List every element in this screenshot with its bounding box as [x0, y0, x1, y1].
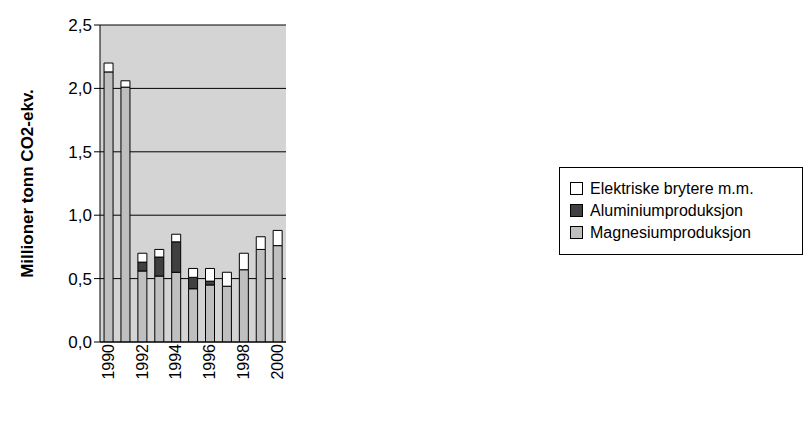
html-text:Magnesiumproduksjon: Magnesiumproduksjon: [590, 223, 751, 241]
svg-text:1998: 1998: [235, 344, 252, 380]
svg-text:Millioner tonn CO2-ekv.: Millioner tonn CO2-ekv.: [18, 89, 37, 278]
svg-text:2,5: 2,5: [68, 16, 92, 35]
svg-text:2,0: 2,0: [68, 79, 92, 98]
svg-text:1996: 1996: [201, 344, 218, 380]
svg-text:1,5: 1,5: [68, 143, 92, 162]
svg-text:1990: 1990: [100, 344, 117, 380]
html-text:Aluminiumproduksjon: Aluminiumproduksjon: [590, 201, 743, 219]
svg-text:0,0: 0,0: [68, 333, 92, 352]
svg-text:1992: 1992: [134, 344, 151, 380]
svg-text:1994: 1994: [167, 344, 184, 380]
html-text:Elektriske brytere m.m.: Elektriske brytere m.m.: [590, 179, 754, 197]
svg-text:2000: 2000: [269, 344, 286, 380]
svg-text:1,0: 1,0: [68, 206, 92, 225]
svg-text:0,5: 0,5: [68, 270, 92, 289]
